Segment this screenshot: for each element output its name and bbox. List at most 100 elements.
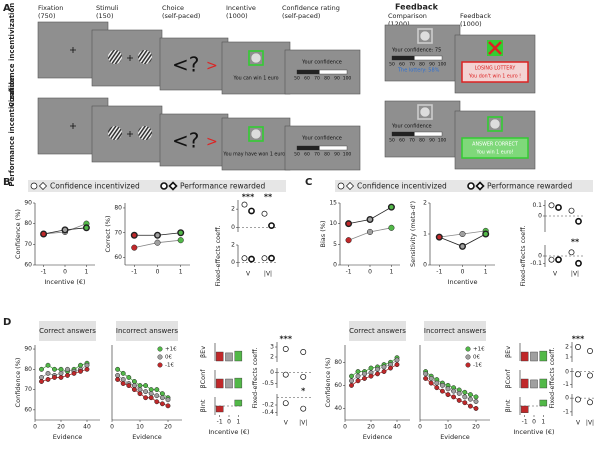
y-axis-label: βEv xyxy=(199,346,207,358)
y-tick-label: 0 xyxy=(565,368,569,375)
point xyxy=(394,362,400,368)
scale-number: 80 xyxy=(324,76,330,82)
point xyxy=(349,382,354,388)
y-tick-label: 0 xyxy=(231,259,235,266)
legend-marker xyxy=(337,182,345,190)
y-tick-label: 80 xyxy=(24,366,32,373)
category-label: V xyxy=(576,420,581,427)
coin xyxy=(489,118,501,130)
y-tick-label: 60 xyxy=(24,262,32,269)
point xyxy=(177,237,184,244)
point xyxy=(368,373,374,379)
y-axis-label: Fixed-effects coeff. xyxy=(251,347,259,408)
point xyxy=(154,399,160,405)
point xyxy=(388,365,393,371)
point xyxy=(159,401,165,407)
title-box xyxy=(116,321,178,341)
category-label: V xyxy=(246,271,251,278)
legend-marker xyxy=(168,181,178,191)
y-tick-label: 60 xyxy=(114,254,122,261)
scale-number: 100 xyxy=(438,138,447,144)
screen-text: The lottery: 58% xyxy=(397,68,440,74)
point xyxy=(388,224,395,231)
point xyxy=(120,370,126,376)
screen-text: Your confidence xyxy=(301,136,342,142)
y-axis-label: Confidence (%) xyxy=(14,209,22,259)
point xyxy=(137,383,143,388)
point xyxy=(451,394,457,400)
category-label: |V| xyxy=(264,271,272,278)
y-axis-label: Bias (%) xyxy=(319,221,327,248)
y-tick-label: 80 xyxy=(24,220,32,227)
bar xyxy=(539,399,548,407)
coefficient xyxy=(587,372,593,379)
y-tick-label: -0.5 xyxy=(262,380,274,387)
y-axis-label: βConf xyxy=(199,369,207,389)
x-tick-label: 20 xyxy=(164,424,172,431)
fixation-cross xyxy=(127,131,133,137)
y-tick-label: 1 xyxy=(423,231,427,238)
point xyxy=(459,242,467,250)
point xyxy=(381,369,387,374)
coin-frame xyxy=(248,126,264,142)
coefficient xyxy=(568,207,575,214)
screen-text: Your confidence xyxy=(301,60,342,66)
point xyxy=(153,231,161,239)
bar xyxy=(215,351,224,362)
legend-marker xyxy=(467,182,475,190)
y-tick-label: 40 xyxy=(334,405,342,412)
category-label: |V| xyxy=(299,420,307,427)
bar xyxy=(530,351,538,362)
point xyxy=(439,382,445,388)
title-box xyxy=(349,321,406,341)
gabor xyxy=(138,126,152,140)
x-tick-label: 10 xyxy=(444,424,452,431)
legend-marker xyxy=(157,346,163,352)
coefficient xyxy=(261,255,268,262)
step-name: Stimuli xyxy=(96,4,119,12)
point xyxy=(434,380,440,386)
y-tick-label: 15 xyxy=(329,200,337,207)
y-tick-label: 80 xyxy=(114,204,122,211)
point xyxy=(65,372,70,378)
x-axis-label: Evidence xyxy=(363,433,393,441)
screen-text: Your confidence xyxy=(391,124,432,130)
point xyxy=(40,230,48,238)
y-tick-label: 3 xyxy=(270,344,274,351)
scale-number: 80 xyxy=(419,62,425,68)
coin xyxy=(419,30,431,42)
step-duration: (self-paced) xyxy=(162,12,200,20)
screen-text: You may have won 1 euro ! xyxy=(222,152,288,158)
series-line xyxy=(425,378,477,409)
y-tick-label: 2 xyxy=(231,242,235,249)
legend-label: 0€ xyxy=(473,355,480,361)
x-tick-label: 0 xyxy=(418,424,422,431)
bar xyxy=(215,405,224,413)
point xyxy=(381,364,387,370)
y-tick-label: 1 xyxy=(565,354,569,361)
point xyxy=(115,377,121,382)
bar xyxy=(215,378,224,389)
point xyxy=(473,406,479,411)
legend-marker xyxy=(30,182,38,190)
y-tick-label: 5 xyxy=(333,241,337,248)
point xyxy=(159,391,165,397)
legend-label: Performance rewarded xyxy=(180,182,266,191)
coin-frame xyxy=(417,104,433,120)
point xyxy=(84,362,90,368)
legend-box xyxy=(335,180,593,192)
y-axis-label: Fixed-effects coeff. xyxy=(548,347,556,408)
step-name: Choice xyxy=(162,4,184,12)
point xyxy=(148,391,154,397)
legend-box xyxy=(28,180,286,192)
x-tick-label: 0 xyxy=(156,269,160,276)
coin-frame xyxy=(248,50,264,66)
series-line xyxy=(117,379,169,407)
bar xyxy=(234,399,243,407)
coin xyxy=(250,128,262,140)
y-axis-label: Correct (%) xyxy=(104,215,112,252)
point xyxy=(58,366,64,372)
y-tick-label: 60 xyxy=(334,382,342,389)
scale-number: 70 xyxy=(314,76,320,82)
legend-label: 0€ xyxy=(165,355,172,361)
